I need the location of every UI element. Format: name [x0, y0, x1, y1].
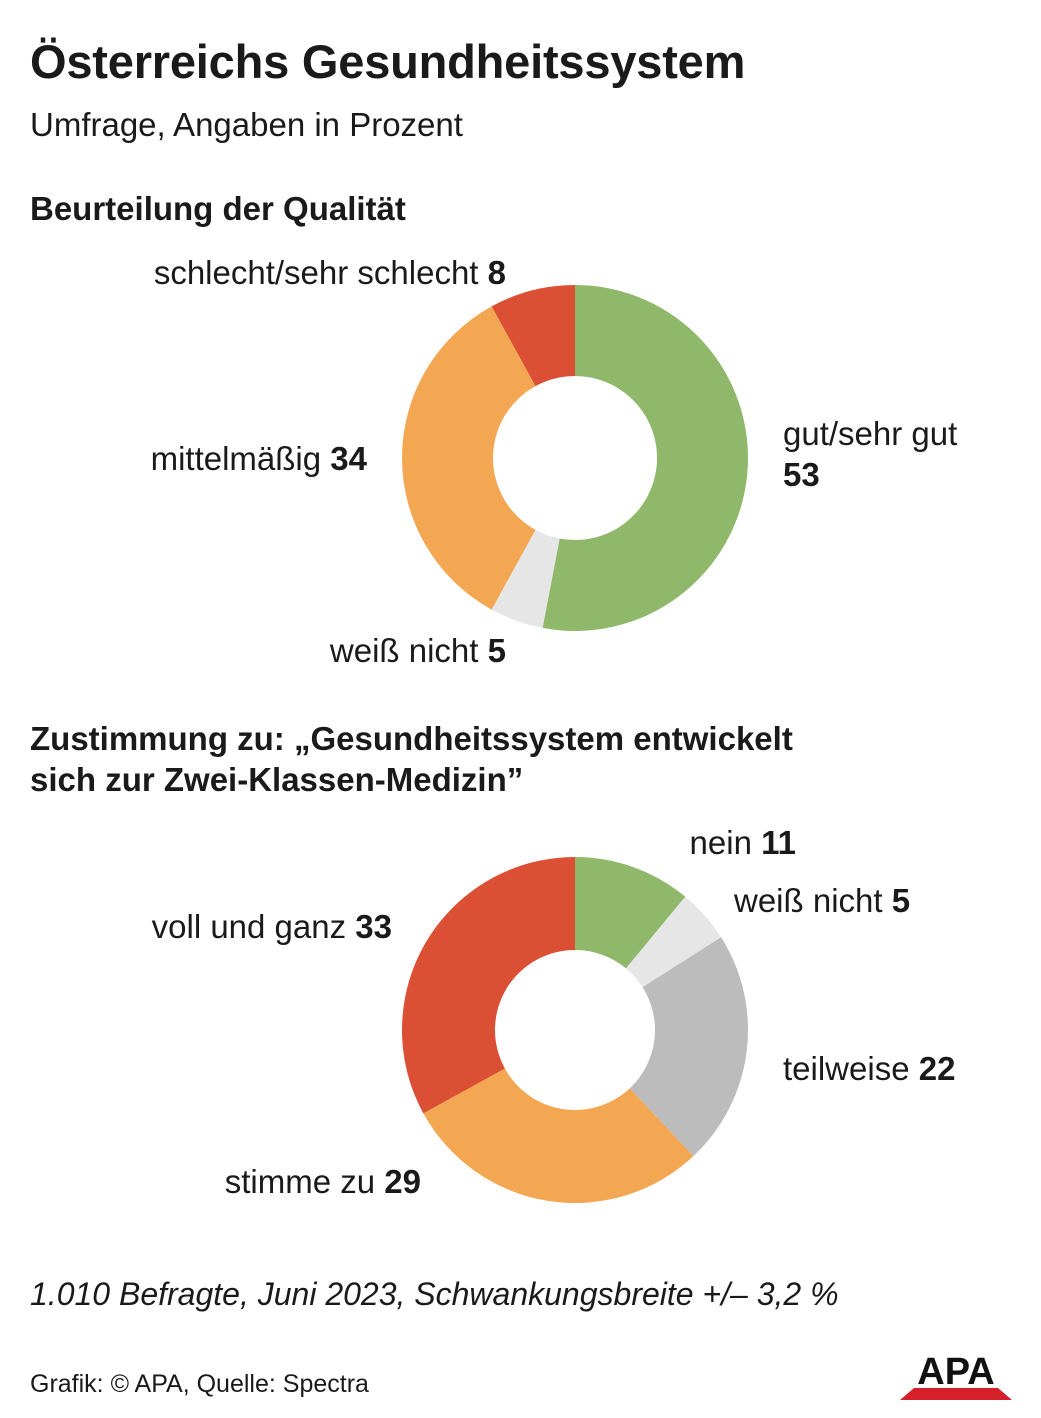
label-schlecht-sehr-schlecht: schlecht/sehr schlecht 8	[154, 254, 506, 291]
label-weiss-nicht: weiß nicht 5	[733, 882, 910, 919]
label-teilweise: teilweise 22	[783, 1050, 955, 1087]
apa-logo-text: APA	[917, 1351, 994, 1393]
label-nein: nein 11	[690, 824, 796, 861]
slice-teilweise	[629, 937, 748, 1157]
slice-weiss-nicht	[491, 529, 560, 628]
label-stimme-zu: stimme zu 29	[225, 1163, 421, 1200]
survey-footnote: 1.010 Befragte, Juni 2023, Schwankungsbr…	[30, 1276, 839, 1312]
label-weiss-nicht: weiß nicht 5	[329, 632, 506, 669]
slice-weiss-nicht	[625, 896, 722, 988]
label-mittelmaessig: mittelmäßig 34	[151, 440, 368, 477]
apa-logo: APA	[900, 1351, 1012, 1400]
page-subtitle: Umfrage, Angaben in Prozent	[30, 106, 463, 143]
chart-1-title: Beurteilung der Qualität	[30, 190, 406, 227]
apa-logo-red-bar	[900, 1388, 1012, 1400]
slice-mittelmaessig	[401, 306, 536, 610]
label-voll-und-ganz: voll und ganz 33	[152, 908, 392, 945]
quality-donut-chart: gut/sehr gut 53 weiß nicht 5 mittelmäßig 34…	[151, 254, 958, 669]
two-class-medicine-donut-chart: nein 11 weiß nicht 5 teilweise 22 stimme zu…	[152, 824, 955, 1203]
chart-2-title: Zustimmung zu: „Gesundheitssystem entwic…	[30, 718, 793, 800]
slice-stimme-zu	[423, 1068, 694, 1203]
slice-nein	[575, 857, 686, 969]
chart-2-title-line-2: sich zur Zwei-Klassen-Medizin”	[30, 761, 524, 798]
slice-gut-sehr-gut	[542, 285, 748, 631]
label-gut-sehr-gut: gut/sehr gut 53	[783, 415, 957, 493]
source-credit: Grafik: © APA, Quelle: Spectra	[30, 1370, 369, 1398]
chart-2-title-line-1: Zustimmung zu: „Gesundheitssystem entwic…	[30, 720, 793, 757]
page-title: Österreichs Gesundheitssystem	[30, 35, 746, 88]
slice-schlecht-sehr-schlecht	[491, 285, 575, 387]
slice-voll-und-ganz	[402, 857, 575, 1114]
